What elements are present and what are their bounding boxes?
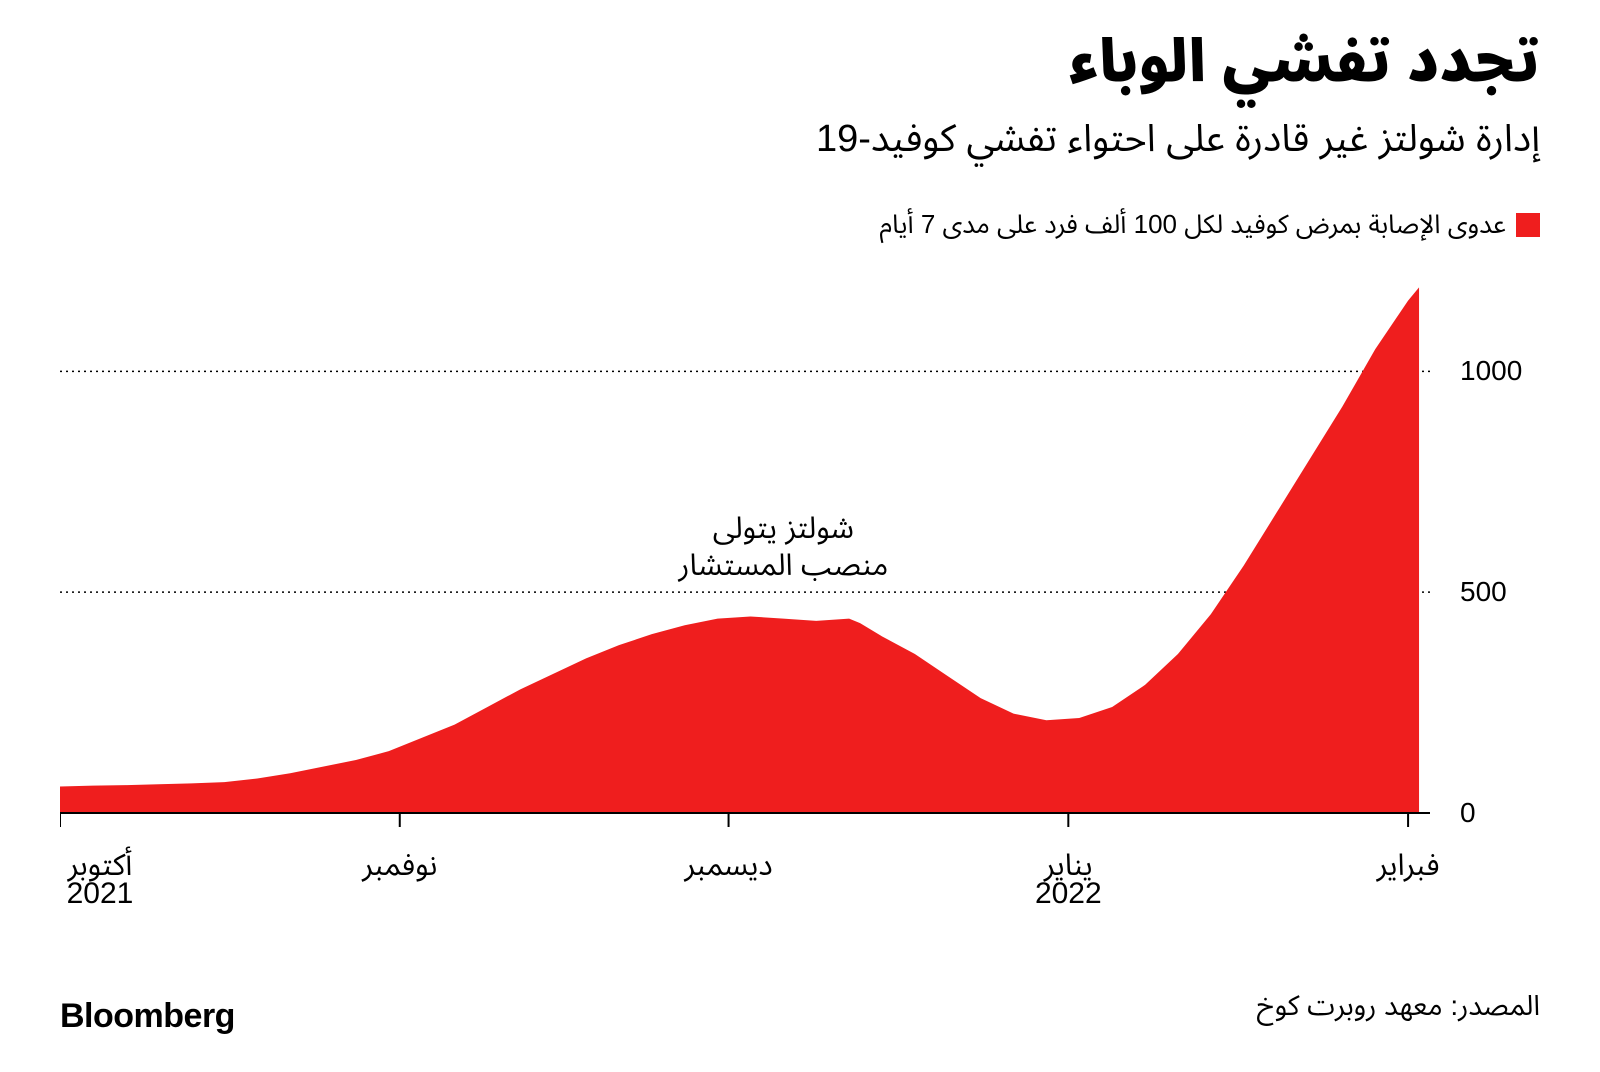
annotation-line1: شولتز يتولى [713, 512, 854, 545]
source-label: المصدر: معهد روبرت كوخ [1257, 977, 1540, 1036]
x-tick-label: فبراير [1377, 835, 1440, 898]
x-tick-sublabel: 2022 [1035, 877, 1102, 911]
footer: Bloomberg المصدر: معهد روبرت كوخ [60, 977, 1540, 1036]
y-tick-label: 1000 [1460, 355, 1522, 387]
annotation-line2: منصب المستشار [678, 549, 888, 582]
legend-swatch [1516, 213, 1540, 237]
chart-svg [60, 263, 1540, 923]
chart-area: 05001000أكتوبر2021نوفمبرديسمبريناير2022ف… [60, 263, 1540, 923]
page-title: تجدد تفشي الوباء [60, 30, 1540, 94]
legend: عدوى الإصابة بمرض كوفيد لكل 100 ألف فرد … [60, 198, 1540, 253]
x-tick-label: نوفمبر [362, 835, 437, 898]
annotation-label: شولتز يتولى منصب المستشار [678, 510, 888, 585]
y-tick-label: 0 [1460, 797, 1476, 829]
page-subtitle: إدارة شولتز غير قادرة على احتواء تفشي كو… [60, 100, 1540, 180]
brand-logo: Bloomberg [60, 997, 235, 1036]
y-tick-label: 500 [1460, 576, 1507, 608]
legend-label: عدوى الإصابة بمرض كوفيد لكل 100 ألف فرد … [880, 198, 1506, 253]
x-tick-sublabel: 2021 [67, 877, 134, 911]
x-tick-label: ديسمبر [684, 835, 772, 898]
chart-container: تجدد تفشي الوباء إدارة شولتز غير قادرة ع… [0, 0, 1600, 1072]
